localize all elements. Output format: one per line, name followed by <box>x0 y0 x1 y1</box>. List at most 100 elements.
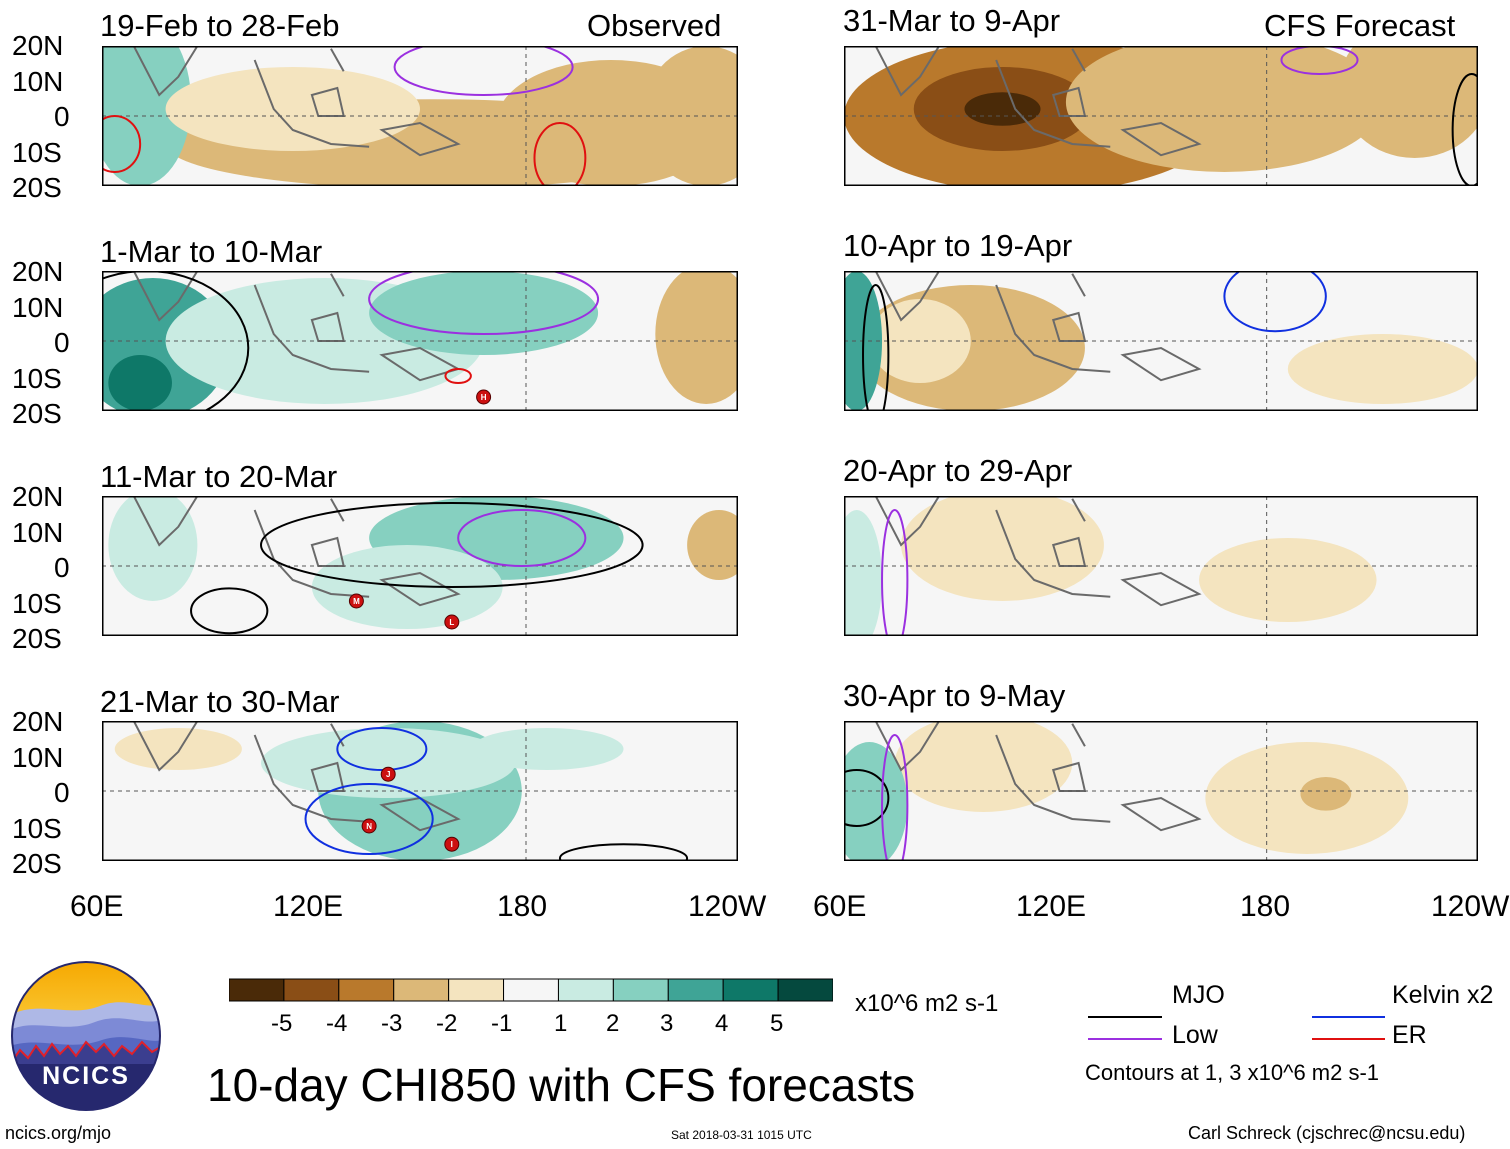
coastline-philippines <box>1071 48 1086 72</box>
colorbar-tick: 1 <box>554 1010 568 1037</box>
lon-label: 120E <box>1016 890 1087 923</box>
legend-note: Contours at 1, 3 x10^6 m2 s-1 <box>1085 1060 1380 1085</box>
colorbar-tick: -1 <box>491 1010 513 1037</box>
coastline-india <box>132 46 199 97</box>
coastline-sumatra-java <box>995 284 1111 373</box>
coastline-philippines <box>330 48 345 72</box>
coastline-new-guinea <box>379 571 461 607</box>
map-frame <box>844 46 1478 186</box>
observed-label: Observed <box>587 8 722 43</box>
contour-line <box>444 368 472 384</box>
map-frame <box>844 496 1478 636</box>
anomaly-shading <box>642 46 738 186</box>
colorbar-tick: -5 <box>271 1010 293 1037</box>
anomaly-shading <box>901 496 1104 601</box>
colorbar-tick: 3 <box>660 1010 674 1037</box>
lat-label: 0 <box>54 101 70 132</box>
anomaly-shading <box>1065 46 1383 172</box>
coastline-india <box>132 271 199 322</box>
contour-line <box>368 271 600 335</box>
colorbar-tick: 5 <box>770 1010 784 1037</box>
forecast-label: CFS Forecast <box>1264 8 1456 43</box>
logo-text: NCICS <box>42 1062 130 1090</box>
legend-label: ER <box>1392 1021 1427 1049</box>
colorbar-tick: -3 <box>381 1010 403 1037</box>
lat-label: 0 <box>54 777 70 808</box>
anomaly-shading <box>869 299 971 383</box>
map-panel: J N I <box>102 721 738 861</box>
contour-line <box>190 587 269 635</box>
coastline-sumatra-java <box>253 509 370 598</box>
anomaly-shading <box>844 742 908 861</box>
cyclone-label: H <box>481 393 487 402</box>
map-frame <box>844 721 1478 861</box>
colorbar-box <box>722 978 779 1002</box>
coastline-philippines <box>1071 273 1086 297</box>
lat-label: 0 <box>54 327 70 358</box>
colorbar-box <box>229 978 285 1002</box>
contour-line <box>1223 271 1327 333</box>
map-panel <box>844 46 1478 186</box>
lon-label: 120E <box>273 890 344 923</box>
anomaly-shading <box>470 728 624 770</box>
map-frame <box>844 271 1478 411</box>
footer-url[interactable]: ncics.org/mjo <box>5 1123 112 1143</box>
coastline-sumatra-java <box>253 734 370 823</box>
legend-label: MJO <box>1172 981 1225 1009</box>
colorbar-box <box>283 978 340 1002</box>
footer-timestamp: Sat 2018-03-31 1015 UTC <box>671 1128 812 1142</box>
lat-label: 20S <box>12 398 62 429</box>
map-frame <box>102 496 738 636</box>
cyclone-label: J <box>386 770 390 779</box>
lon-label: 120W <box>1431 892 1510 922</box>
anomaly-shading <box>1287 334 1478 404</box>
contour-line <box>304 783 434 855</box>
colorbar-box <box>338 978 395 1002</box>
contour-line <box>558 843 689 861</box>
lat-label: 20N <box>12 256 64 287</box>
lat-label: 20S <box>12 623 62 654</box>
contour-line <box>102 115 142 173</box>
map-panel <box>844 271 1478 411</box>
cyclone-label: I <box>451 840 453 849</box>
lat-label: 0 <box>54 552 70 583</box>
lat-label: 20S <box>12 848 62 879</box>
cyclone-marker <box>444 836 460 852</box>
colorbar-tick: -2 <box>436 1010 458 1037</box>
panel-title: 21-Mar to 30-Mar <box>100 684 340 719</box>
coastline-sumatra-java <box>995 734 1111 823</box>
contour-line <box>259 502 644 588</box>
ncics-logo: NCICS <box>11 961 161 1111</box>
map-frame <box>102 271 738 411</box>
coastline-india <box>132 496 199 547</box>
coastline-new-guinea <box>1120 346 1202 382</box>
contour-line <box>393 46 574 96</box>
contour-line <box>881 509 909 636</box>
map-panel <box>844 721 1478 861</box>
map-panel: ML <box>102 496 738 636</box>
coastline-philippines <box>330 273 345 297</box>
legend-label: Low <box>1172 1021 1218 1049</box>
contour-line <box>1280 46 1359 75</box>
cyclone-marker <box>380 766 396 782</box>
lat-label: 10S <box>12 137 62 168</box>
coastline-india <box>874 271 940 322</box>
panel-title: 20-Apr to 29-Apr <box>843 453 1073 488</box>
panel-title: 10-Apr to 19-Apr <box>843 228 1073 263</box>
panel-title: 1-Mar to 10-Mar <box>100 234 323 269</box>
anomaly-shading <box>1300 777 1352 811</box>
colorbar-box <box>448 978 505 1002</box>
lon-label: 60E <box>813 890 867 923</box>
anomaly-shading <box>894 721 1073 812</box>
panel-title: 31-Mar to 9-Apr <box>843 3 1061 38</box>
panel-title: 19-Feb to 28-Feb <box>100 8 340 43</box>
anomaly-shading <box>108 496 198 601</box>
lat-label: 20N <box>12 706 64 737</box>
coastline-new-guinea <box>1120 796 1202 832</box>
map-frame <box>102 721 738 861</box>
map-panel <box>102 46 738 186</box>
colorbar-box <box>612 978 669 1002</box>
anomaly-shading <box>655 271 738 404</box>
map-frame <box>102 46 738 186</box>
